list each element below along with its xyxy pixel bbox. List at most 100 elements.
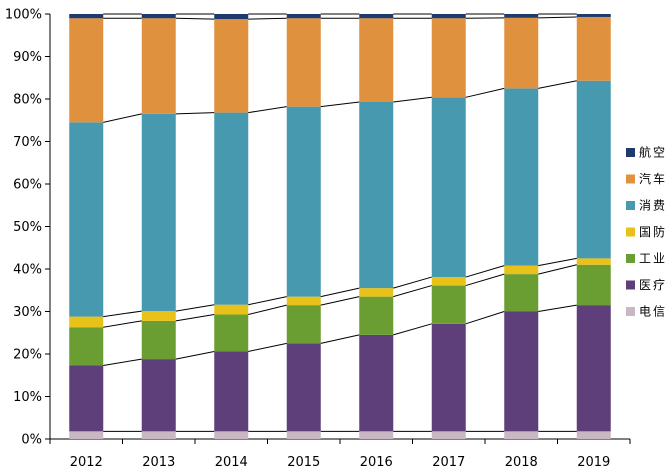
legend-item: 医疗: [626, 278, 667, 292]
bar-segment: [577, 265, 611, 305]
legend-swatch: [626, 254, 635, 263]
y-tick-label: 0%: [21, 433, 42, 448]
x-tick-label: 2016: [360, 455, 393, 467]
legend-swatch: [626, 148, 635, 157]
bar-segment: [432, 14, 466, 18]
bar-segment: [432, 324, 466, 432]
x-tick-label: 2012: [70, 455, 103, 467]
bar-segment: [359, 431, 393, 439]
bar-segment: [69, 14, 103, 18]
bars-layer: [69, 14, 611, 439]
x-tick-label: 2013: [142, 455, 175, 467]
bar-segment: [287, 305, 321, 343]
bar-segment: [359, 297, 393, 335]
legend-item: 消费: [626, 199, 667, 213]
series-connector-line: [538, 305, 577, 311]
bar-segment: [577, 81, 611, 259]
x-tick-label: 2018: [505, 455, 538, 467]
axes-layer: [45, 14, 630, 444]
y-tick-label: 40%: [13, 263, 42, 278]
bar-segment: [359, 335, 393, 431]
bar-segment: [214, 19, 248, 113]
x-tick-label: 2019: [577, 455, 610, 467]
bar-segment: [214, 431, 248, 439]
bar-segment: [504, 266, 538, 275]
bar-segment: [504, 312, 538, 432]
bar-segment: [504, 88, 538, 265]
series-connector-line: [248, 107, 287, 113]
series-connector-line: [248, 297, 287, 305]
bar-segment: [142, 18, 176, 114]
bar-segment: [214, 305, 248, 315]
legend-item: 电信: [626, 305, 667, 319]
bar-segment: [287, 18, 321, 106]
series-connector-line: [466, 312, 505, 324]
legend-swatch: [626, 201, 635, 210]
bar-segment: [214, 351, 248, 431]
series-connector-line: [103, 321, 142, 327]
series-connector-line: [538, 17, 577, 18]
legend-label: 航空: [639, 145, 667, 160]
bar-segment: [214, 14, 248, 19]
bar-segment: [577, 305, 611, 431]
series-connector-line: [103, 311, 142, 317]
bar-segment: [359, 102, 393, 288]
legend-item: 工业: [626, 252, 667, 266]
series-connector-line: [393, 286, 432, 297]
series-connector-line: [538, 81, 577, 89]
legend-label: 工业: [639, 252, 667, 266]
bar-segment: [359, 288, 393, 297]
bar-segment: [142, 311, 176, 321]
series-connector-line: [393, 324, 432, 335]
bar-segment: [287, 14, 321, 18]
x-tick-label: 2017: [432, 455, 465, 467]
bar-segment: [69, 327, 103, 365]
series-connector-line: [103, 114, 142, 123]
series-connector-line: [176, 351, 215, 359]
legend-swatch: [626, 307, 635, 316]
bar-segment: [214, 113, 248, 305]
bar-segment: [142, 431, 176, 439]
legend-item: 国防: [626, 224, 667, 239]
series-connector-line: [103, 359, 142, 365]
legend-label: 汽车: [639, 171, 667, 186]
series-connector-line: [393, 277, 432, 288]
y-tick-label: 20%: [13, 348, 42, 363]
legend-swatch: [626, 175, 635, 184]
series-connector-line: [321, 335, 360, 344]
series-connector-line: [538, 258, 577, 265]
y-tick-label: 100%: [5, 8, 42, 23]
y-tick-label: 80%: [13, 93, 42, 108]
series-connector-line: [393, 97, 432, 102]
bar-segment: [69, 365, 103, 431]
bar-segment: [432, 286, 466, 324]
bar-segment: [142, 114, 176, 311]
legend-swatch: [626, 281, 635, 290]
series-connector-line: [176, 314, 215, 320]
x-tick-label: 2015: [287, 455, 320, 467]
bar-segment: [432, 97, 466, 277]
y-tick-label: 60%: [13, 178, 42, 193]
y-tick-label: 10%: [13, 390, 42, 405]
series-connector-line: [321, 102, 360, 107]
bar-segment: [577, 431, 611, 439]
bar-segment: [359, 18, 393, 102]
bar-segment: [359, 14, 393, 18]
bar-segment: [577, 14, 611, 17]
bar-segment: [69, 122, 103, 316]
series-connector-line: [248, 305, 287, 314]
bar-segment: [504, 431, 538, 439]
series-connector-line: [176, 305, 215, 311]
series-connector-line: [466, 88, 505, 97]
x-tick-label: 2014: [215, 455, 248, 467]
bar-segment: [69, 431, 103, 439]
legend-label: 消费: [639, 199, 667, 213]
series-connector-line: [321, 288, 360, 297]
y-tick-label: 70%: [13, 135, 42, 150]
bar-segment: [577, 17, 611, 81]
bar-segment: [287, 343, 321, 431]
legend-label: 医疗: [639, 278, 667, 292]
